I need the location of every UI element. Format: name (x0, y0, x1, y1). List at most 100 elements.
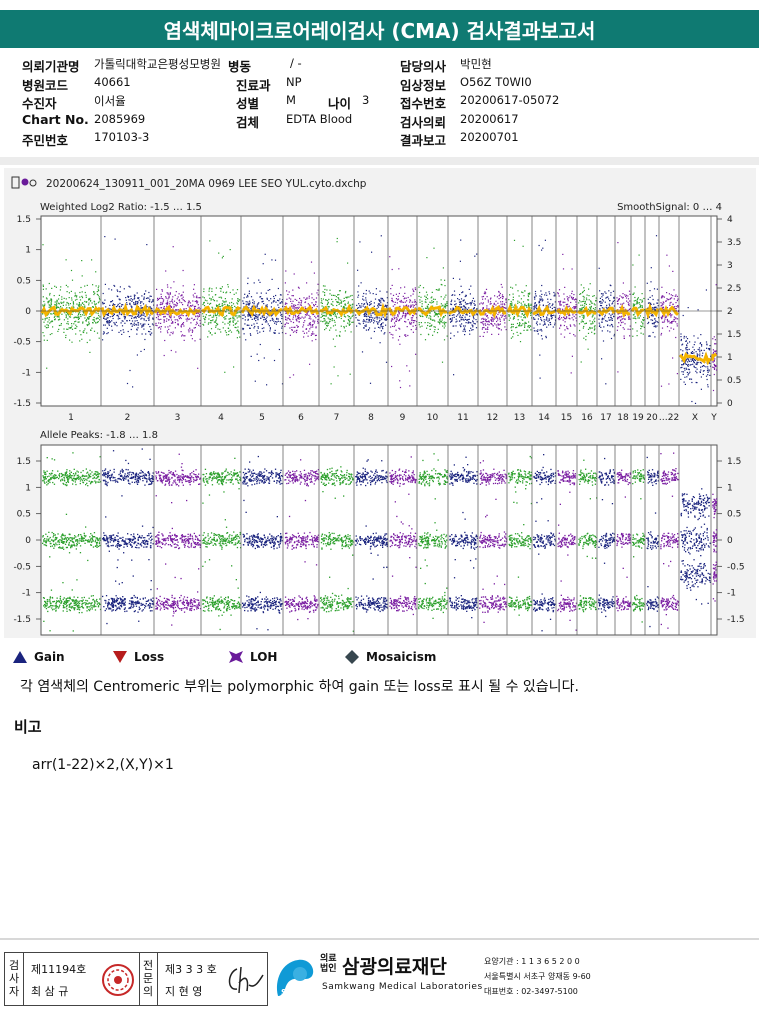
allele-point (58, 541, 61, 543)
signal-point (368, 304, 371, 306)
signal-point (162, 298, 164, 300)
signal-point (257, 327, 259, 329)
signal-point (48, 282, 50, 285)
allele-point (99, 537, 101, 539)
signal-point (175, 351, 177, 353)
signal-point (537, 318, 539, 320)
signal-point (278, 348, 280, 351)
allele-point (45, 481, 48, 483)
signal-point (291, 295, 293, 297)
signal-point (108, 323, 110, 325)
signal-point (93, 316, 95, 319)
signal-point (566, 326, 568, 328)
signal-point (622, 282, 624, 284)
signal-point (183, 308, 185, 310)
signal-point (583, 300, 585, 302)
signal-point (497, 309, 499, 311)
signal-point (219, 287, 221, 289)
signal-point (334, 321, 336, 323)
signal-point (616, 329, 618, 331)
signal-point (137, 327, 139, 329)
signal-point (686, 371, 688, 374)
allele-point (68, 538, 70, 540)
signal-point (177, 324, 179, 326)
signal-point (361, 303, 363, 305)
allele-point (46, 476, 48, 478)
smooth-signal-line (201, 305, 241, 318)
signal-point (661, 286, 663, 288)
signal-point (67, 302, 69, 304)
signal-point (395, 293, 397, 295)
chromosome-label: 18 (617, 413, 629, 423)
signal-point (78, 317, 80, 319)
signal-point (525, 322, 527, 324)
allele-point (64, 472, 66, 474)
signal-point (664, 316, 666, 318)
signal-point (608, 306, 610, 309)
signal-point (71, 341, 73, 343)
signal-point (327, 300, 329, 302)
signal-point (534, 303, 536, 305)
signal-point (255, 314, 257, 316)
signal-point (281, 383, 284, 385)
signal-point (302, 324, 305, 326)
signal-point (675, 302, 677, 304)
signal-point (288, 291, 290, 293)
signal-point (150, 295, 152, 297)
signal-point (222, 321, 224, 323)
signal-point (313, 304, 315, 306)
signal-point (79, 311, 81, 313)
signal-point (469, 315, 471, 317)
signal-point (77, 304, 79, 306)
signal-point (335, 299, 337, 301)
signal-point (566, 316, 568, 318)
signal-point (218, 315, 220, 317)
signal-point (453, 316, 455, 318)
signal-point (385, 318, 387, 320)
signal-point (485, 313, 487, 315)
allele-point (45, 542, 47, 544)
signal-point (652, 314, 654, 316)
signal-point (205, 317, 207, 319)
signal-point (652, 331, 654, 334)
signal-point (179, 301, 181, 303)
signal-point (97, 312, 99, 315)
signal-point (410, 305, 412, 307)
signal-point (624, 323, 626, 325)
signal-point (67, 321, 69, 323)
allele-point (85, 484, 87, 486)
signal-point (365, 324, 367, 326)
signal-point (369, 316, 371, 318)
signal-point (415, 328, 417, 330)
signal-point (75, 333, 77, 335)
signal-point (462, 291, 464, 293)
signal-point (462, 318, 464, 320)
signal-point (202, 296, 204, 298)
signal-point (450, 337, 452, 339)
signal-point (182, 323, 184, 325)
signal-point (194, 340, 196, 342)
signal-point (203, 297, 205, 299)
signal-point (595, 299, 597, 302)
signal-point (126, 303, 128, 306)
signal-point (600, 300, 602, 302)
signal-point (330, 383, 332, 385)
allele-point (96, 546, 98, 548)
signal-point (315, 301, 317, 303)
signal-point (486, 321, 488, 323)
signal-point (315, 303, 317, 305)
signal-point (143, 293, 145, 295)
receipt-value: 20200617-05072 (460, 93, 560, 107)
smooth-signal-line (387, 306, 418, 317)
signal-point (196, 322, 198, 324)
signal-point (293, 314, 295, 316)
signal-point (119, 291, 121, 293)
signal-point (189, 329, 191, 331)
signal-point (686, 346, 688, 348)
signal-point (430, 325, 432, 327)
signal-point (339, 290, 341, 292)
signal-point (78, 302, 80, 304)
signal-point (683, 367, 685, 369)
signal-point (613, 313, 615, 315)
signal-point (706, 370, 709, 372)
